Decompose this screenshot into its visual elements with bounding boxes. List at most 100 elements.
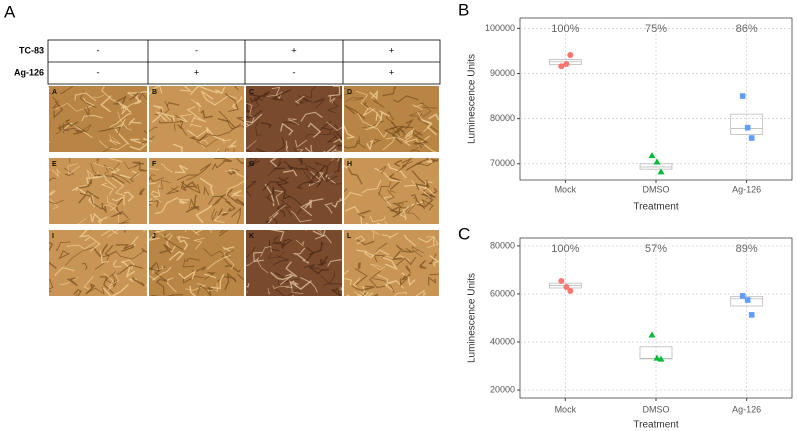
- cell-process: [176, 235, 190, 242]
- x-tick-label: DMSO: [643, 404, 670, 414]
- cell-process: [409, 110, 421, 117]
- cell-process: [111, 210, 129, 219]
- cell-process: [206, 283, 218, 292]
- image-label: D: [347, 89, 352, 96]
- cell-process: [155, 197, 178, 215]
- cell-process: [418, 102, 438, 109]
- cell-process: [82, 97, 96, 109]
- cell-process: [64, 247, 94, 266]
- cell-process: [393, 159, 403, 167]
- cell-process: [287, 165, 309, 173]
- cell-process: [316, 166, 329, 188]
- cell-process: [373, 254, 387, 263]
- cell-process: [351, 285, 369, 292]
- cell-process: [211, 195, 224, 207]
- cell-process: [382, 136, 397, 151]
- cell-process: [104, 158, 122, 163]
- cell-process: [404, 184, 427, 191]
- cell-process: [355, 90, 371, 111]
- cell-process: [140, 247, 147, 254]
- cell-process: [214, 158, 232, 163]
- cell-process: [49, 241, 54, 251]
- micrograph: [149, 230, 244, 296]
- cell-process: [401, 273, 411, 281]
- cell-process: [222, 138, 232, 144]
- data-point: [657, 168, 665, 175]
- cell-process: [154, 265, 168, 283]
- data-point: [748, 312, 755, 318]
- cell-process: [361, 179, 382, 194]
- cell-process: [195, 201, 216, 224]
- cell-process: [97, 204, 120, 223]
- cell-process: [51, 168, 61, 178]
- cell-process: [221, 249, 234, 266]
- x-axis-label: Treatment: [633, 420, 678, 431]
- cell-process: [357, 291, 369, 296]
- data-point: [563, 61, 570, 68]
- cell-process: [393, 292, 408, 296]
- cell-process: [428, 276, 437, 286]
- cell-process: [320, 258, 327, 267]
- cell-process: [345, 97, 364, 102]
- cell-process: [368, 138, 382, 147]
- x-tick-label: DMSO: [643, 184, 670, 194]
- cell-process: [223, 251, 235, 270]
- cell-process: [346, 285, 366, 296]
- cell-process: [331, 183, 342, 185]
- cell-process: [106, 195, 119, 211]
- y-tick-label: 60000: [490, 288, 515, 298]
- cell-process: [149, 174, 156, 179]
- cell-process: [405, 161, 423, 171]
- cell-process: [61, 122, 93, 139]
- cell-process: [389, 190, 397, 194]
- cell-process: [213, 211, 231, 224]
- cell-process: [359, 291, 379, 296]
- cell-process: [178, 269, 197, 280]
- y-tick-label: 80000: [490, 240, 515, 250]
- cell-process: [190, 98, 200, 113]
- cell-process: [312, 230, 326, 237]
- data-point: [744, 124, 751, 131]
- cell-process: [149, 275, 156, 281]
- cell-process: [186, 128, 209, 138]
- cell-process: [285, 286, 304, 294]
- cell-process: [392, 250, 403, 260]
- row-label: TC-83: [19, 45, 44, 55]
- cell-process: [151, 294, 183, 296]
- table-cell: +: [291, 45, 296, 55]
- cell-process: [268, 240, 280, 252]
- cell-process: [237, 273, 244, 281]
- cell-process: [193, 114, 207, 123]
- cell-process: [412, 103, 423, 110]
- panel-label: C: [458, 224, 470, 243]
- cell-process: [249, 93, 262, 103]
- cell-process: [149, 86, 163, 96]
- cell-process: [369, 215, 386, 223]
- cell-process: [129, 172, 139, 182]
- cell-process: [246, 290, 248, 294]
- cell-process: [247, 160, 260, 168]
- cell-process: [277, 176, 290, 187]
- cell-process: [189, 285, 197, 296]
- cell-process: [255, 118, 262, 136]
- cell-process: [260, 121, 272, 128]
- cell-process: [320, 275, 342, 286]
- cell-process: [294, 95, 305, 105]
- micrograph: [246, 230, 342, 296]
- cell-process: [411, 246, 425, 258]
- cell-process: [79, 91, 97, 108]
- table-cell: -: [97, 67, 100, 77]
- data-point: [657, 355, 665, 362]
- cell-process: [246, 113, 263, 126]
- cell-process: [225, 180, 244, 196]
- cell-process: [379, 165, 387, 175]
- cell-process: [197, 285, 210, 296]
- cell-process: [111, 172, 131, 184]
- cell-process: [97, 216, 109, 224]
- cell-process: [354, 268, 368, 286]
- cell-process: [314, 160, 333, 168]
- cell-process: [382, 195, 392, 207]
- cell-process: [398, 210, 407, 221]
- cell-process: [111, 196, 125, 206]
- cell-process: [139, 162, 147, 172]
